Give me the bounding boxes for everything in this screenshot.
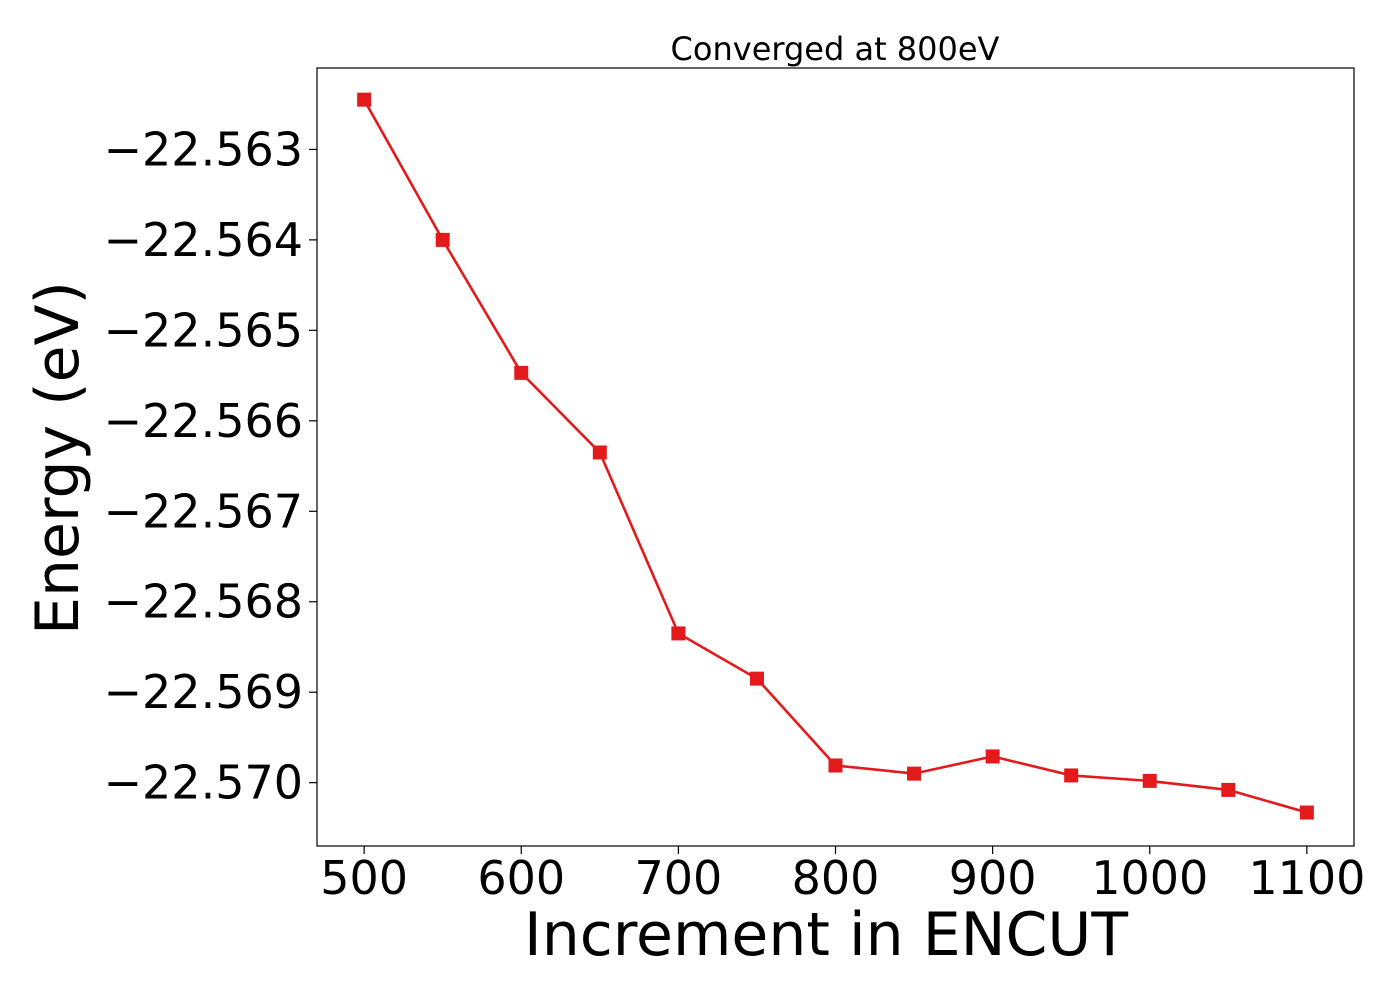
data-point-marker	[749, 671, 764, 686]
series-line	[362, 99, 1308, 814]
y-tick-label: −22.565	[104, 303, 304, 357]
data-point-marker	[514, 365, 529, 380]
data-point-marker	[1142, 773, 1157, 788]
data-point-marker	[357, 92, 372, 107]
x-tick-label: 700	[634, 851, 722, 905]
y-tick-label: −22.563	[104, 122, 304, 176]
data-point-marker	[985, 749, 1000, 764]
data-point-marker	[1299, 805, 1314, 820]
x-tick-label: 500	[320, 851, 408, 905]
y-tick-label: −22.567	[104, 484, 304, 538]
x-tick-label: 1100	[1248, 851, 1365, 905]
y-axis-label: Energy (eV)	[23, 281, 93, 635]
data-point-marker	[1221, 782, 1236, 797]
y-tick-label: −22.566	[104, 394, 304, 448]
data-point-marker	[828, 758, 843, 773]
x-tick-label: 900	[949, 851, 1037, 905]
data-point-marker	[435, 232, 450, 247]
data-point-marker	[671, 626, 686, 641]
x-tick-label: 600	[477, 851, 565, 905]
data-point-marker	[592, 445, 607, 460]
y-tick-label: −22.570	[104, 756, 304, 810]
x-tick-label: 1000	[1091, 851, 1208, 905]
plot-area-frame	[316, 67, 1355, 847]
y-axis: −22.563 −22.564 −22.565 −22.566 −22.567 −22.5…	[104, 122, 317, 810]
y-tick-label: −22.564	[104, 213, 304, 267]
data-point-marker	[907, 766, 922, 781]
y-tick-label: −22.569	[104, 665, 304, 719]
y-tick-label: −22.568	[104, 575, 304, 629]
x-axis: 500 600 700 800 900 1000 1100	[320, 846, 1365, 905]
series-layer	[357, 92, 1314, 820]
x-axis-label: Increment in ENCUT	[524, 900, 1128, 970]
data-point-marker	[1064, 768, 1079, 783]
x-tick-label: 800	[792, 851, 880, 905]
chart-title: Converged at 800eV	[671, 30, 1000, 68]
